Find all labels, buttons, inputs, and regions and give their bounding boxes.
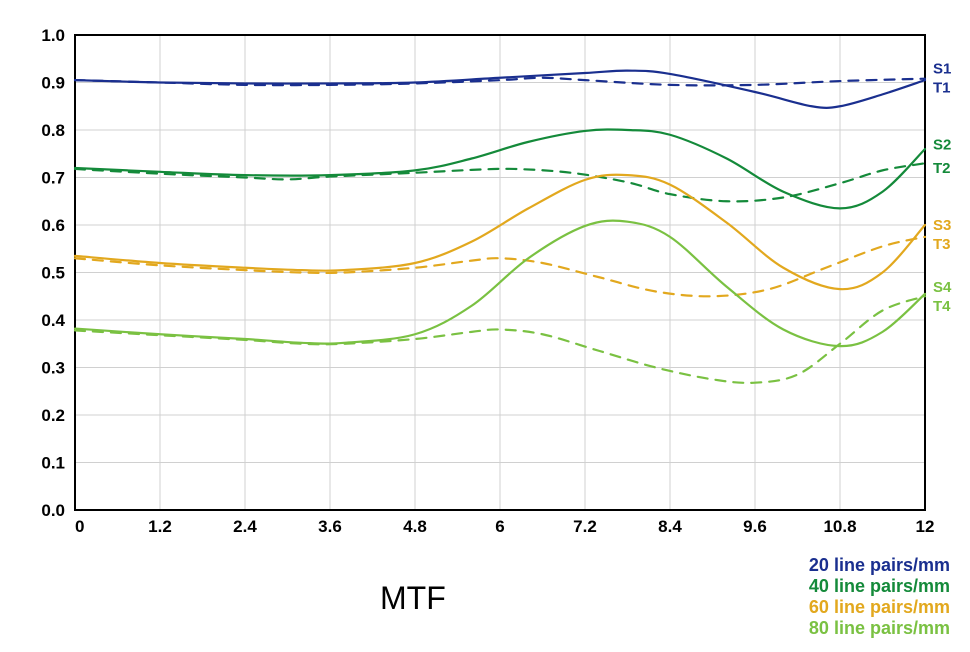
series-label-T1: T1 (933, 79, 951, 96)
x-tick-label: 12 (916, 517, 935, 536)
legend-item-60: 60 line pairs/mm (809, 597, 950, 618)
y-tick-label: 0.0 (41, 501, 65, 520)
series-label-S1: S1 (933, 60, 951, 77)
y-tick-label: 0.8 (41, 121, 65, 140)
chart-title: MTF (380, 580, 446, 617)
x-tick-label: 6 (495, 517, 504, 536)
y-tick-label: 1.0 (41, 26, 65, 45)
series-label-S4: S4 (933, 279, 952, 296)
legend: 20 line pairs/mm 40 line pairs/mm 60 lin… (809, 555, 950, 639)
x-tick-label: 0 (75, 517, 84, 536)
x-tick-label: 2.4 (233, 517, 257, 536)
x-tick-label: 8.4 (658, 517, 682, 536)
y-tick-label: 0.5 (41, 264, 65, 283)
x-tick-label: 10.8 (823, 517, 856, 536)
series-label-S3: S3 (933, 217, 951, 234)
x-tick-label: 1.2 (148, 517, 172, 536)
legend-item-80: 80 line pairs/mm (809, 618, 950, 639)
y-tick-label: 0.2 (41, 406, 65, 425)
legend-item-20: 20 line pairs/mm (809, 555, 950, 576)
legend-item-40: 40 line pairs/mm (809, 576, 950, 597)
series-label-T4: T4 (933, 298, 951, 315)
series-label-T3: T3 (933, 236, 951, 253)
y-tick-label: 0.1 (41, 454, 65, 473)
mtf-chart-container: 0 1.2 2.4 3.6 4.8 6 7.2 8.4 9.6 10.8 12 0.0 0.1 0.2 0.… (0, 0, 970, 647)
y-tick-label: 0.3 (41, 359, 65, 378)
x-tick-label: 7.2 (573, 517, 597, 536)
y-tick-label: 0.4 (41, 311, 65, 330)
x-tick-label: 9.6 (743, 517, 767, 536)
x-tick-label: 3.6 (318, 517, 342, 536)
series-label-S2: S2 (933, 136, 951, 153)
y-tick-label: 0.7 (41, 169, 65, 188)
y-tick-label: 0.6 (41, 216, 65, 235)
y-tick-label: 0.9 (41, 74, 65, 93)
series-label-T2: T2 (933, 160, 951, 177)
x-tick-label: 4.8 (403, 517, 427, 536)
mtf-chart-svg: 0 1.2 2.4 3.6 4.8 6 7.2 8.4 9.6 10.8 12 0.0 0.1 0.2 0.… (0, 0, 970, 647)
